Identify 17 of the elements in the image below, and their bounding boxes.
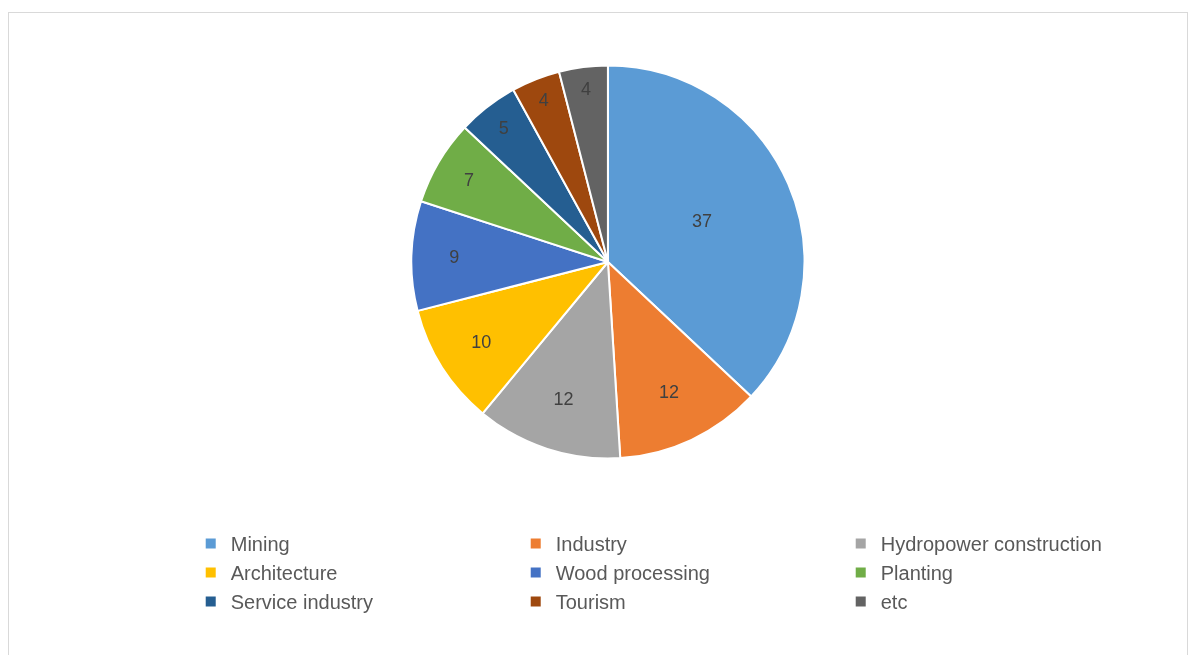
data-label: 10 <box>471 332 492 353</box>
legend-label: Planting <box>880 562 953 585</box>
legend-label: Architecture <box>230 562 338 585</box>
data-label: 4 <box>538 89 549 110</box>
legend-label: Hydropower construction <box>880 533 1102 556</box>
legend-label: Service industry <box>230 591 373 614</box>
data-label: 37 <box>691 211 712 232</box>
legend-label: Mining <box>230 533 290 556</box>
legend-label: etc <box>880 591 908 614</box>
legend-label: Wood processing <box>555 562 710 585</box>
legend-label: Industry <box>555 533 627 556</box>
legend-label: Tourism <box>555 591 626 614</box>
data-label: 12 <box>553 388 574 409</box>
data-label: 7 <box>464 169 475 190</box>
data-label: 9 <box>449 247 460 268</box>
data-label: 5 <box>498 117 509 138</box>
data-label: 12 <box>659 381 680 402</box>
